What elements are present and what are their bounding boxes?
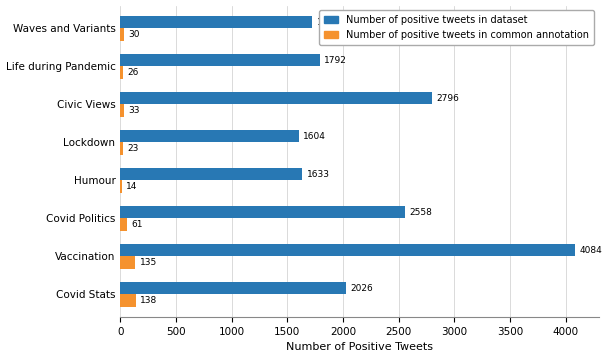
Text: 135: 135 bbox=[140, 258, 157, 267]
Text: 138: 138 bbox=[140, 296, 157, 305]
Text: 1604: 1604 bbox=[303, 132, 326, 141]
Bar bbox=[120, 28, 123, 40]
Bar bbox=[120, 66, 123, 78]
Bar bbox=[120, 180, 122, 193]
Text: 23: 23 bbox=[127, 144, 139, 153]
Bar bbox=[120, 244, 575, 256]
Text: 2026: 2026 bbox=[350, 284, 373, 293]
Bar bbox=[120, 105, 124, 116]
Text: 26: 26 bbox=[128, 68, 139, 77]
Bar bbox=[120, 294, 136, 306]
Text: 30: 30 bbox=[128, 30, 140, 39]
Text: 4084: 4084 bbox=[579, 246, 602, 255]
Text: 14: 14 bbox=[126, 182, 137, 191]
Bar bbox=[120, 218, 127, 231]
Bar bbox=[120, 92, 432, 105]
Text: 2796: 2796 bbox=[436, 94, 459, 103]
Text: 61: 61 bbox=[131, 220, 143, 229]
Text: 1633: 1633 bbox=[306, 170, 330, 179]
Bar bbox=[120, 142, 123, 155]
Text: 1792: 1792 bbox=[324, 56, 347, 65]
Bar bbox=[120, 16, 312, 28]
Legend: Number of positive tweets in dataset, Number of positive tweets in common annota: Number of positive tweets in dataset, Nu… bbox=[319, 10, 594, 45]
Text: 1723: 1723 bbox=[317, 18, 339, 27]
Bar bbox=[120, 256, 136, 268]
Bar bbox=[120, 282, 346, 294]
Text: 2558: 2558 bbox=[410, 208, 432, 217]
Bar bbox=[120, 206, 405, 218]
X-axis label: Number of Positive Tweets: Number of Positive Tweets bbox=[286, 343, 433, 352]
Text: 33: 33 bbox=[128, 106, 140, 115]
Bar bbox=[120, 168, 302, 180]
Bar bbox=[120, 130, 299, 142]
Bar bbox=[120, 54, 320, 66]
